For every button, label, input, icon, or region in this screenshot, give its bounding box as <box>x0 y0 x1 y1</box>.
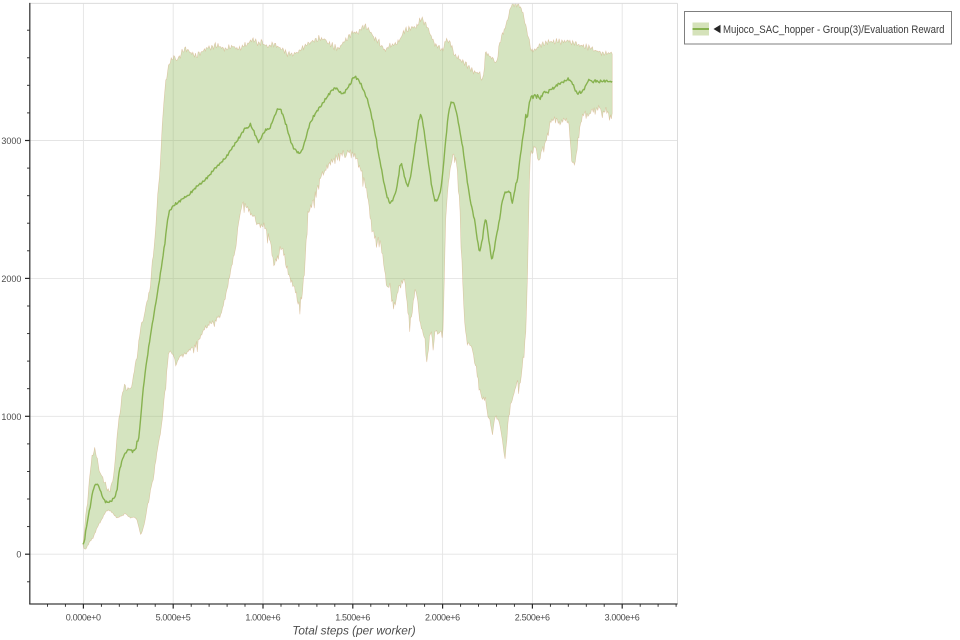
svg-text:2000: 2000 <box>1 274 21 284</box>
svg-text:1.500e+6: 1.500e+6 <box>335 613 370 623</box>
svg-text:2.500e+6: 2.500e+6 <box>515 613 550 623</box>
svg-text:Total steps (per worker): Total steps (per worker) <box>292 624 416 638</box>
svg-text:0: 0 <box>16 550 21 560</box>
svg-text:0.000e+0: 0.000e+0 <box>66 613 101 623</box>
svg-text:1.000e+6: 1.000e+6 <box>245 613 280 623</box>
svg-text:1000: 1000 <box>1 412 21 422</box>
svg-text:3.000e+6: 3.000e+6 <box>605 613 640 623</box>
svg-text:2.000e+6: 2.000e+6 <box>425 613 460 623</box>
svg-text:5.000e+5: 5.000e+5 <box>156 613 191 623</box>
svg-text:3000: 3000 <box>1 136 21 146</box>
svg-text:Mujoco_SAC_hopper - Group(3)/E: Mujoco_SAC_hopper - Group(3)/Evaluation … <box>723 24 945 36</box>
